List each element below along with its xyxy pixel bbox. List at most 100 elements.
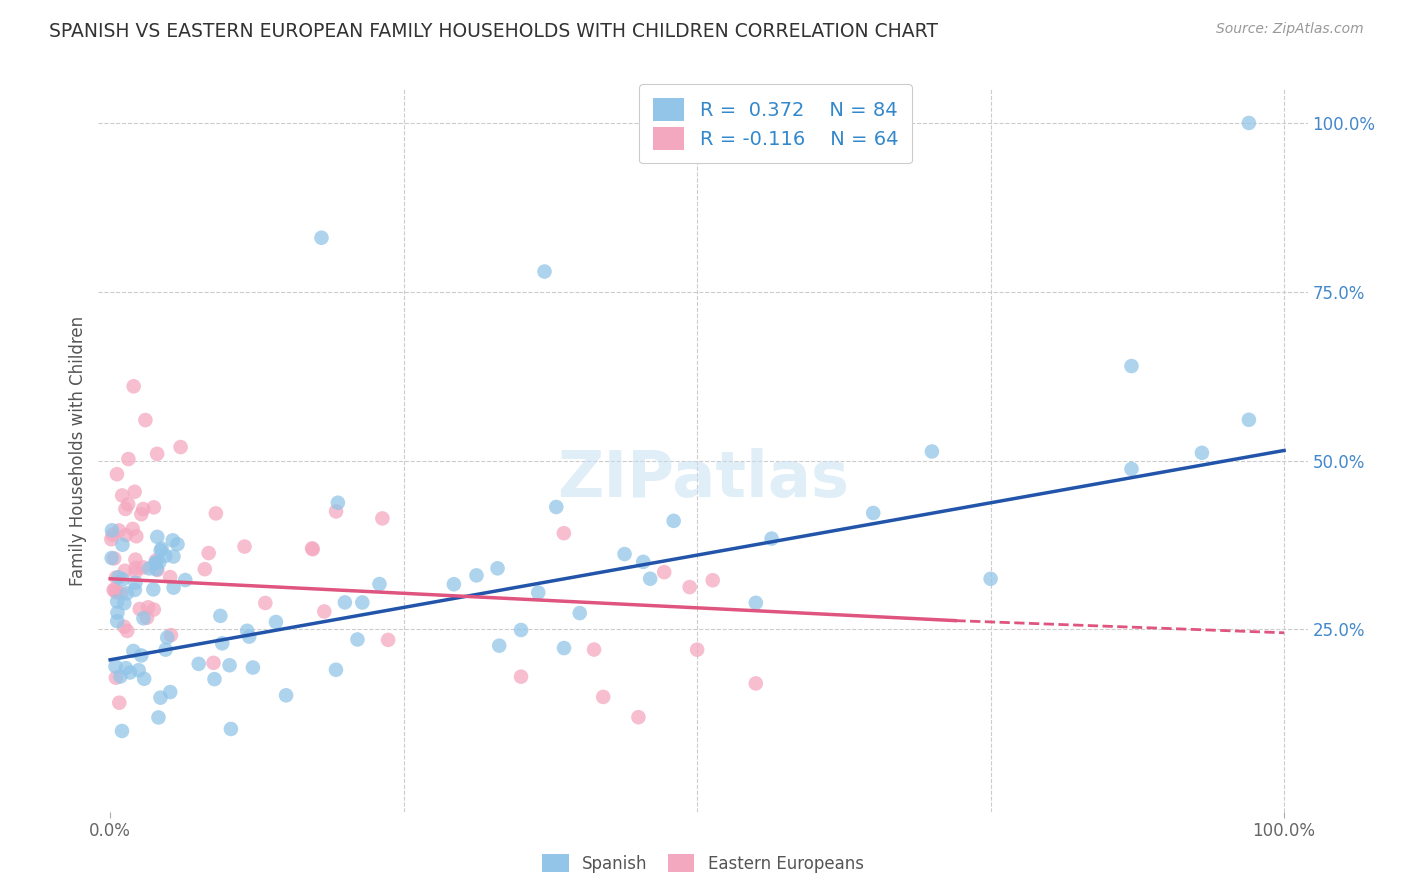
Point [162,549,184,564]
Point [236,624,259,638]
Point [105,614,128,628]
Point [115,528,138,542]
Point [155,549,177,563]
Point [104,671,127,685]
Point [527,585,550,599]
Point [745,676,768,690]
Point [148,710,170,724]
Text: ZIPatlas: ZIPatlas [557,449,849,510]
Point [1121,462,1143,476]
Point [662,514,685,528]
Point [301,541,323,556]
Point [679,580,702,594]
Point [202,656,225,670]
Point [150,541,173,556]
Y-axis label: Family Households with Children: Family Households with Children [69,316,87,585]
Point [115,586,138,600]
Point [117,452,139,467]
Point [115,661,138,675]
Legend: Spanish, Eastern Europeans: Spanish, Eastern Europeans [536,847,870,880]
Point [149,543,172,558]
Point [110,586,132,600]
Point [112,596,135,610]
Point [121,522,143,536]
Point [218,658,240,673]
Point [652,565,675,579]
Point [145,556,167,570]
Point [314,604,336,618]
Point [132,560,155,574]
Point [169,440,191,454]
Point [377,632,399,647]
Point [631,555,654,569]
Point [311,231,333,245]
Point [117,624,139,638]
Point [274,689,297,703]
Point [138,561,160,575]
Point [124,561,146,575]
Point [686,642,709,657]
Point [128,663,150,677]
Point [146,563,169,577]
Point [553,526,575,541]
Point [862,506,884,520]
Point [145,553,167,567]
Point [238,630,260,644]
Point [146,530,169,544]
Point [101,524,124,538]
Point [101,527,124,541]
Point [142,500,165,515]
Point [112,620,135,634]
Point [111,538,134,552]
Point [204,672,226,686]
Point [108,524,131,538]
Point [124,552,146,566]
Point [627,710,650,724]
Point [333,595,356,609]
Point [233,540,256,554]
Point [149,690,172,705]
Point [980,572,1002,586]
Point [100,533,122,547]
Point [107,606,129,620]
Point [136,600,159,615]
Point [117,497,139,511]
Point [325,504,347,518]
Point [103,582,125,597]
Point [702,574,724,588]
Point [745,596,768,610]
Point [242,660,264,674]
Point [104,659,127,673]
Point [107,570,129,584]
Point [124,484,146,499]
Point [136,610,159,624]
Text: SPANISH VS EASTERN EUROPEAN FAMILY HOUSEHOLDS WITH CHILDREN CORRELATION CHART: SPANISH VS EASTERN EUROPEAN FAMILY HOUSE… [49,22,938,41]
Point [103,551,125,566]
Point [134,413,156,427]
Point [254,596,277,610]
Point [326,496,349,510]
Point [156,631,179,645]
Point [761,532,783,546]
Point [371,511,394,525]
Point [160,628,183,642]
Point [352,595,374,609]
Point [197,546,219,560]
Point [533,264,555,278]
Point [613,547,636,561]
Point [146,447,169,461]
Point [194,562,217,576]
Point [325,663,347,677]
Point [124,582,146,597]
Point [205,507,228,521]
Point [568,606,591,620]
Point [592,690,614,704]
Point [488,639,510,653]
Legend: R =  0.372    N = 84, R = -0.116    N = 64: R = 0.372 N = 84, R = -0.116 N = 64 [640,85,911,163]
Point [129,507,152,521]
Text: Source: ZipAtlas.com: Source: ZipAtlas.com [1216,22,1364,37]
Point [162,581,184,595]
Point [174,573,197,587]
Point [187,657,209,671]
Point [638,572,661,586]
